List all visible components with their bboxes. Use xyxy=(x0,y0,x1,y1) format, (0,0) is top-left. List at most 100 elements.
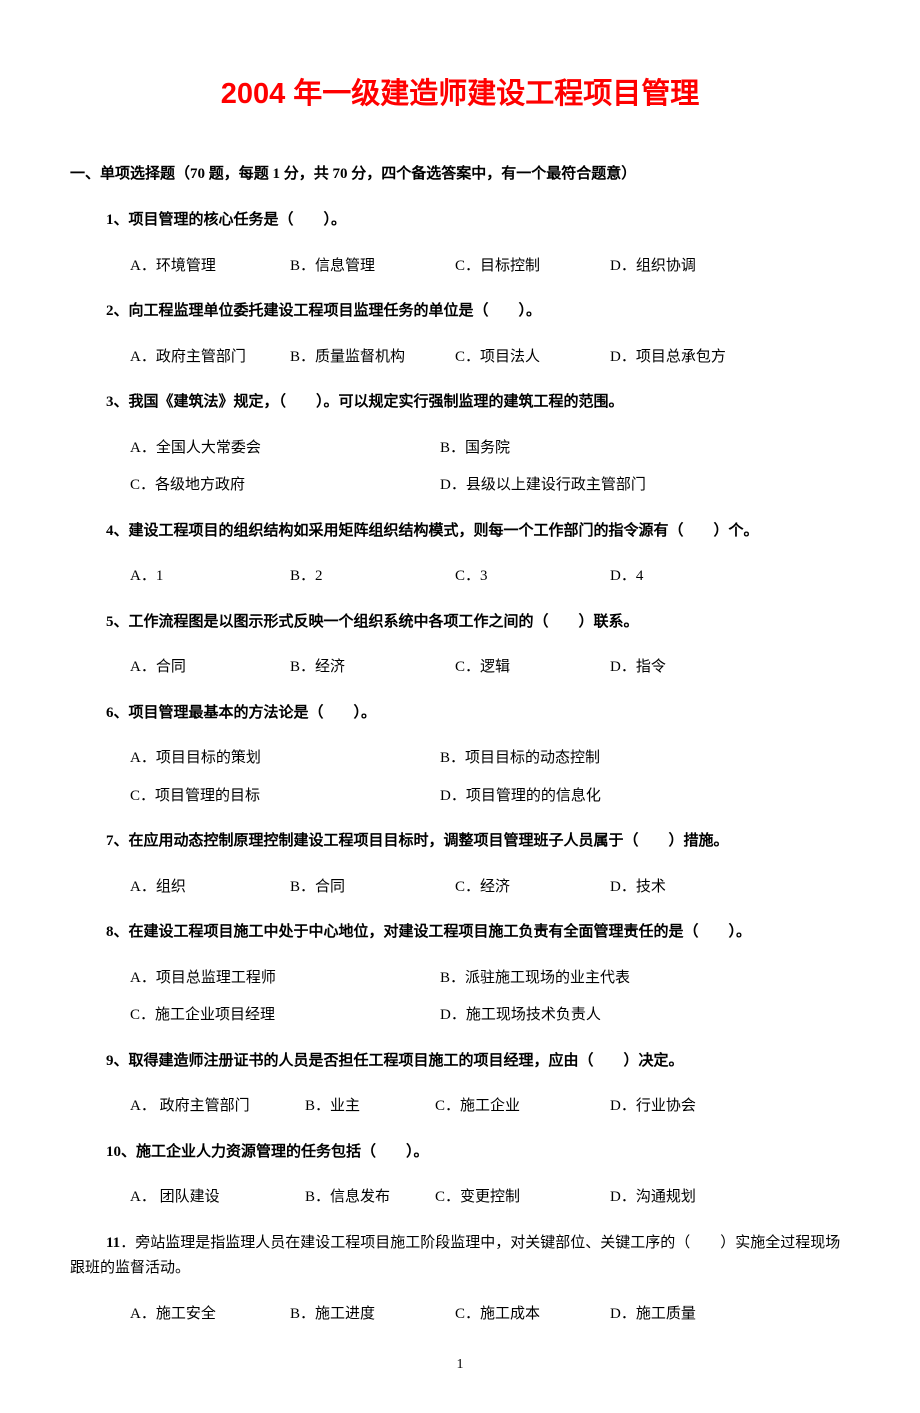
option-a: A．施工安全 xyxy=(130,1302,290,1328)
option-b: B．信息发布 xyxy=(305,1185,435,1211)
question-3: 3、我国《建筑法》规定，（ ）。可以规定实行强制监理的建筑工程的范围。 A．全国… xyxy=(106,390,850,499)
options-row1: A．全国人大常委会 B．国务院 xyxy=(130,436,850,462)
option-a: A．项目目标的策划 xyxy=(130,746,440,772)
option-a: A．组织 xyxy=(130,875,290,901)
option-c: C．项目管理的目标 xyxy=(130,784,440,810)
q-body: 项目管理最基本的方法论是（ ）。 xyxy=(129,705,377,721)
option-a: A． 团队建设 xyxy=(130,1185,305,1211)
question-1: 1、项目管理的核心任务是（ ）。 A．环境管理 B．信息管理 C．目标控制 D．… xyxy=(106,208,850,279)
question-text: 1、项目管理的核心任务是（ ）。 xyxy=(106,208,850,234)
question-9: 9、取得建造师注册证书的人员是否担任工程项目施工的项目经理，应由（ ）决定。 A… xyxy=(106,1049,850,1120)
exam-page: 2004 年一级建造师建设工程项目管理 一、单项选择题（70 题，每题 1 分，… xyxy=(0,0,920,1413)
option-b: B．业主 xyxy=(305,1094,435,1120)
option-d: D．技术 xyxy=(610,875,666,901)
options-row1: A．项目目标的策划 B．项目目标的动态控制 xyxy=(130,746,850,772)
option-c: C．项目法人 xyxy=(455,345,610,371)
page-number: 1 xyxy=(70,1357,850,1373)
question-text: 9、取得建造师注册证书的人员是否担任工程项目施工的项目经理，应由（ ）决定。 xyxy=(106,1049,850,1075)
option-c: C．3 xyxy=(455,564,610,590)
question-2: 2、向工程监理单位委托建设工程项目监理任务的单位是（ ）。 A．政府主管部门 B… xyxy=(106,299,850,370)
question-text: 4、建设工程项目的组织结构如采用矩阵组织结构模式，则每一个工作部门的指令源有（ … xyxy=(106,519,850,545)
option-c: C．逻辑 xyxy=(455,655,610,681)
option-b: B．国务院 xyxy=(440,436,510,462)
option-d: D．项目总承包方 xyxy=(610,345,726,371)
options: A．合同 B．经济 C．逻辑 D．指令 xyxy=(130,655,850,681)
q-num: 7 xyxy=(106,833,114,849)
option-a: A． 政府主管部门 xyxy=(130,1094,305,1120)
question-8: 8、在建设工程项目施工中处于中心地位，对建设工程项目施工负责有全面管理责任的是（… xyxy=(106,920,850,1029)
options: A．组织 B．合同 C．经济 D．技术 xyxy=(130,875,850,901)
option-d: D．县级以上建设行政主管部门 xyxy=(440,473,646,499)
q-body: 取得建造师注册证书的人员是否担任工程项目施工的项目经理，应由（ ）决定。 xyxy=(129,1053,684,1069)
option-b: B．项目目标的动态控制 xyxy=(440,746,600,772)
question-10: 10、施工企业人力资源管理的任务包括（ ）。 A． 团队建设 B．信息发布 C．… xyxy=(106,1140,850,1211)
options-row2: C．施工企业项目经理 D．施工现场技术负责人 xyxy=(130,1003,850,1029)
question-text: 2、向工程监理单位委托建设工程项目监理任务的单位是（ ）。 xyxy=(106,299,850,325)
option-c: C．经济 xyxy=(455,875,610,901)
section-heading: 一、单项选择题（70 题，每题 1 分，共 70 分，四个备选答案中，有一个最符… xyxy=(70,162,850,186)
q-num: 8 xyxy=(106,924,114,940)
option-b: B．2 xyxy=(290,564,455,590)
q-body: 向工程监理单位委托建设工程项目监理任务的单位是（ ）。 xyxy=(129,303,542,319)
option-d: D．沟通规划 xyxy=(610,1185,696,1211)
q-body: ．旁站监理是指监理人员在建设工程项目施工阶段监理中，对关键部位、关键工序的（ ）… xyxy=(70,1235,840,1277)
q-num: 11 xyxy=(106,1235,120,1251)
q-num: 4 xyxy=(106,523,114,539)
options: A．施工安全 B．施工进度 C．施工成本 D．施工质量 xyxy=(130,1302,850,1328)
options-row1: A．项目总监理工程师 B．派驻施工现场的业主代表 xyxy=(130,966,850,992)
option-a: A．1 xyxy=(130,564,290,590)
question-text: 8、在建设工程项目施工中处于中心地位，对建设工程项目施工负责有全面管理责任的是（… xyxy=(106,920,850,946)
option-d: D．4 xyxy=(610,564,643,590)
option-a: A．项目总监理工程师 xyxy=(130,966,440,992)
option-c: C．各级地方政府 xyxy=(130,473,440,499)
option-d: D．行业协会 xyxy=(610,1094,696,1120)
q-body: 在建设工程项目施工中处于中心地位，对建设工程项目施工负责有全面管理责任的是（ ）… xyxy=(129,924,752,940)
option-c: C．施工成本 xyxy=(455,1302,610,1328)
option-b: B．经济 xyxy=(290,655,455,681)
option-c: C．变更控制 xyxy=(435,1185,610,1211)
question-text: 3、我国《建筑法》规定，（ ）。可以规定实行强制监理的建筑工程的范围。 xyxy=(106,390,850,416)
q-body: 工作流程图是以图示形式反映一个组织系统中各项工作之间的（ ）联系。 xyxy=(129,614,639,630)
question-text: 10、施工企业人力资源管理的任务包括（ ）。 xyxy=(106,1140,850,1166)
option-d: D．施工现场技术负责人 xyxy=(440,1003,601,1029)
option-a: A．政府主管部门 xyxy=(130,345,290,371)
option-b: B．施工进度 xyxy=(290,1302,455,1328)
option-a: A．合同 xyxy=(130,655,290,681)
option-d: D．组织协调 xyxy=(610,254,696,280)
question-text: 5、工作流程图是以图示形式反映一个组织系统中各项工作之间的（ ）联系。 xyxy=(106,610,850,636)
option-b: B．信息管理 xyxy=(290,254,455,280)
options-row2: C．各级地方政府 D．县级以上建设行政主管部门 xyxy=(130,473,850,499)
q-num: 10 xyxy=(106,1144,121,1160)
question-7: 7、在应用动态控制原理控制建设工程项目目标时，调整项目管理班子人员属于（ ）措施… xyxy=(106,829,850,900)
option-a: A．全国人大常委会 xyxy=(130,436,440,462)
option-c: C．施工企业 xyxy=(435,1094,610,1120)
question-11: 11．旁站监理是指监理人员在建设工程项目施工阶段监理中，对关键部位、关键工序的（… xyxy=(106,1231,850,1328)
options: A． 团队建设 B．信息发布 C．变更控制 D．沟通规划 xyxy=(130,1185,850,1211)
option-d: D．项目管理的的信息化 xyxy=(440,784,601,810)
options: A．1 B．2 C．3 D．4 xyxy=(130,564,850,590)
option-b: B．派驻施工现场的业主代表 xyxy=(440,966,630,992)
option-c: C．施工企业项目经理 xyxy=(130,1003,440,1029)
q-body: 在应用动态控制原理控制建设工程项目目标时，调整项目管理班子人员属于（ ）措施。 xyxy=(129,833,729,849)
option-d: D．指令 xyxy=(610,655,666,681)
page-title: 2004 年一级建造师建设工程项目管理 xyxy=(70,70,850,112)
q-body: 我国《建筑法》规定，（ ）。可以规定实行强制监理的建筑工程的范围。 xyxy=(129,394,624,410)
q-body: 建设工程项目的组织结构如采用矩阵组织结构模式，则每一个工作部门的指令源有（ ）个… xyxy=(129,523,759,539)
question-text: 7、在应用动态控制原理控制建设工程项目目标时，调整项目管理班子人员属于（ ）措施… xyxy=(106,829,850,855)
options-row2: C．项目管理的目标 D．项目管理的的信息化 xyxy=(130,784,850,810)
q-num: 9 xyxy=(106,1053,114,1069)
question-text: 6、项目管理最基本的方法论是（ ）。 xyxy=(106,701,850,727)
q-num: 3 xyxy=(106,394,114,410)
option-d: D．施工质量 xyxy=(610,1302,696,1328)
q-num: 1 xyxy=(106,212,114,228)
q-num: 6 xyxy=(106,705,114,721)
question-text: 11．旁站监理是指监理人员在建设工程项目施工阶段监理中，对关键部位、关键工序的（… xyxy=(70,1231,850,1282)
options: A．政府主管部门 B．质量监督机构 C．项目法人 D．项目总承包方 xyxy=(130,345,850,371)
q-num: 2 xyxy=(106,303,114,319)
question-5: 5、工作流程图是以图示形式反映一个组织系统中各项工作之间的（ ）联系。 A．合同… xyxy=(106,610,850,681)
q-num: 5 xyxy=(106,614,114,630)
option-b: B．质量监督机构 xyxy=(290,345,455,371)
q-body: 项目管理的核心任务是（ ）。 xyxy=(129,212,347,228)
question-4: 4、建设工程项目的组织结构如采用矩阵组织结构模式，则每一个工作部门的指令源有（ … xyxy=(106,519,850,590)
q-body: 施工企业人力资源管理的任务包括（ ）。 xyxy=(136,1144,429,1160)
